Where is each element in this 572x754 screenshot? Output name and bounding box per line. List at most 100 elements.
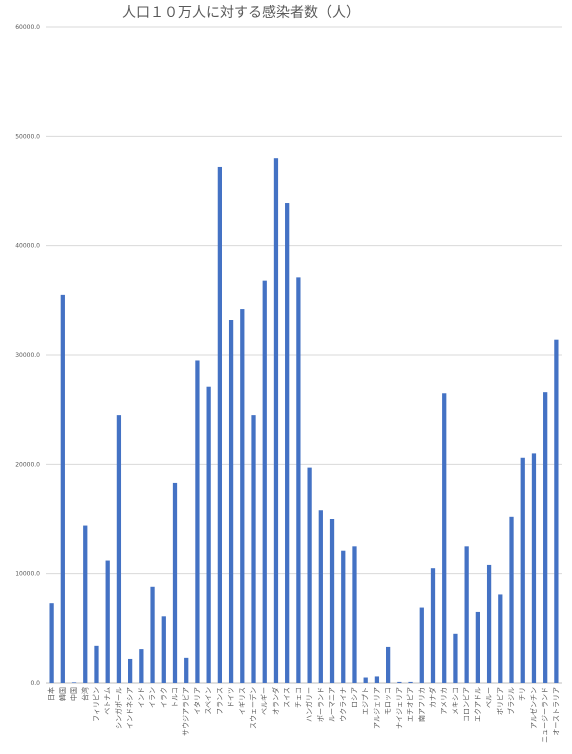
x-tick-label: チェコ — [294, 687, 302, 708]
x-axis-ticks: 日本 韓国 中国 台湾 フィリピン ベトナム シンガポール インドネシア インド イラン イラク トル… — [47, 687, 561, 743]
bar-19 — [262, 280, 267, 683]
y-tick-label: 60000.0 — [15, 24, 40, 31]
bar-18 — [251, 415, 256, 683]
y-tick-label: 40000.0 — [15, 243, 40, 250]
bar-29 — [374, 676, 380, 683]
bar-37 — [464, 546, 469, 683]
x-tick-label: ペルー — [485, 687, 493, 708]
x-tick-label: スイス — [283, 687, 291, 708]
chart-title: 人口１０万人に対する感染者数（人） — [122, 4, 360, 21]
x-tick-label: ボリビア — [495, 687, 504, 715]
x-tick-label: イタリア — [192, 687, 201, 715]
x-tick-label: ドイツ — [227, 687, 235, 708]
bar-35 — [442, 393, 447, 683]
bar-26 — [341, 550, 346, 683]
x-tick-label: コロンビア — [462, 687, 471, 722]
bar-28 — [363, 677, 368, 683]
x-tick-label: 南アフリカ — [417, 687, 426, 722]
x-tick-label: イギリス — [238, 687, 246, 715]
bar-12 — [184, 657, 189, 683]
bar-32 — [408, 681, 413, 683]
x-tick-label: ベルギー — [261, 687, 269, 715]
bar-9 — [150, 586, 155, 683]
x-tick-label: 台湾 — [80, 687, 89, 701]
bar-17 — [240, 309, 245, 683]
x-tick-label: アルジェリア — [373, 687, 381, 729]
bar-2 — [71, 682, 77, 683]
bar-11 — [172, 482, 178, 683]
bar-42 — [520, 457, 525, 683]
x-tick-label: エジプト — [362, 687, 370, 715]
bar-34 — [430, 568, 436, 683]
bars — [49, 158, 559, 683]
x-tick-label: フランス — [216, 687, 224, 715]
bar-20 — [273, 158, 279, 683]
bar-5 — [105, 560, 110, 683]
bar-45 — [554, 339, 559, 683]
y-tick-label: 50000.0 — [15, 133, 40, 140]
bar-38 — [475, 611, 480, 683]
x-tick-label: イラク — [160, 687, 168, 708]
x-tick-label: アルゼンチン — [529, 687, 538, 729]
x-tick-label: ハンガリー — [305, 687, 314, 722]
x-tick-label: ウクライナ — [339, 687, 347, 722]
bar-22 — [296, 277, 301, 683]
x-tick-label: ブラジル — [507, 687, 516, 715]
bar-8 — [139, 649, 144, 683]
bar-33 — [419, 607, 424, 683]
bar-23 — [307, 467, 312, 683]
bar-27 — [352, 546, 357, 683]
bar-13 — [195, 360, 200, 683]
y-tick-label: 0.0 — [30, 680, 40, 687]
x-tick-label: インド — [137, 687, 145, 708]
bar-40 — [498, 594, 503, 683]
x-tick-label: エチオピア — [407, 687, 415, 722]
x-tick-label: ナイジェリア — [395, 687, 403, 729]
bar-16 — [228, 320, 234, 683]
x-tick-label: オーストラリア — [552, 687, 560, 736]
y-tick-label: 20000.0 — [15, 461, 40, 468]
bar-43 — [531, 453, 537, 683]
x-tick-label: ベトナム — [104, 687, 112, 715]
x-tick-label: インドネシア — [126, 687, 134, 729]
bar-1 — [60, 294, 65, 683]
bar-21 — [285, 203, 290, 683]
x-tick-label: エクアドル — [474, 687, 482, 722]
x-tick-label: オランダ — [271, 687, 280, 715]
x-tick-label: 日本 — [47, 687, 56, 701]
bar-3 — [83, 525, 88, 683]
x-tick-label: 韓国 — [58, 687, 67, 701]
bar-15 — [217, 166, 222, 683]
bar-14 — [206, 386, 211, 683]
x-tick-label: チリ — [519, 687, 527, 701]
x-tick-label: カナダ — [428, 687, 437, 708]
bar-36 — [453, 633, 458, 683]
x-tick-label: トルコ — [171, 687, 179, 708]
y-tick-label: 10000.0 — [15, 571, 40, 578]
bar-31 — [397, 681, 402, 683]
x-tick-label: ルーマニア — [328, 687, 336, 722]
gridlines — [46, 26, 562, 684]
bar-4 — [94, 645, 99, 683]
bar-39 — [486, 564, 492, 683]
bar-25 — [329, 519, 335, 683]
x-tick-label: スペイン — [205, 687, 213, 715]
x-tick-label: ロシア — [350, 687, 358, 708]
x-tick-label: モロッコ — [384, 687, 392, 715]
y-tick-label: 30000.0 — [15, 352, 40, 359]
x-tick-label: メキシコ — [451, 687, 459, 715]
y-axis-ticks: 0.0 10000.0 20000.0 30000.0 40000.0 50000.0 60… — [15, 24, 40, 687]
x-tick-label: 中国 — [69, 687, 78, 701]
x-tick-label: イラン — [149, 687, 157, 708]
x-tick-label: アメリカ — [440, 687, 448, 715]
bar-6 — [116, 415, 122, 683]
x-tick-label: サウジアラビア — [181, 687, 190, 736]
bar-10 — [161, 616, 166, 683]
bar-24 — [318, 510, 323, 683]
bar-44 — [543, 392, 548, 683]
x-tick-label: シンガポール — [114, 687, 123, 729]
x-tick-label: ポーランド — [317, 687, 325, 722]
x-tick-label: スウェーデン — [249, 687, 258, 729]
